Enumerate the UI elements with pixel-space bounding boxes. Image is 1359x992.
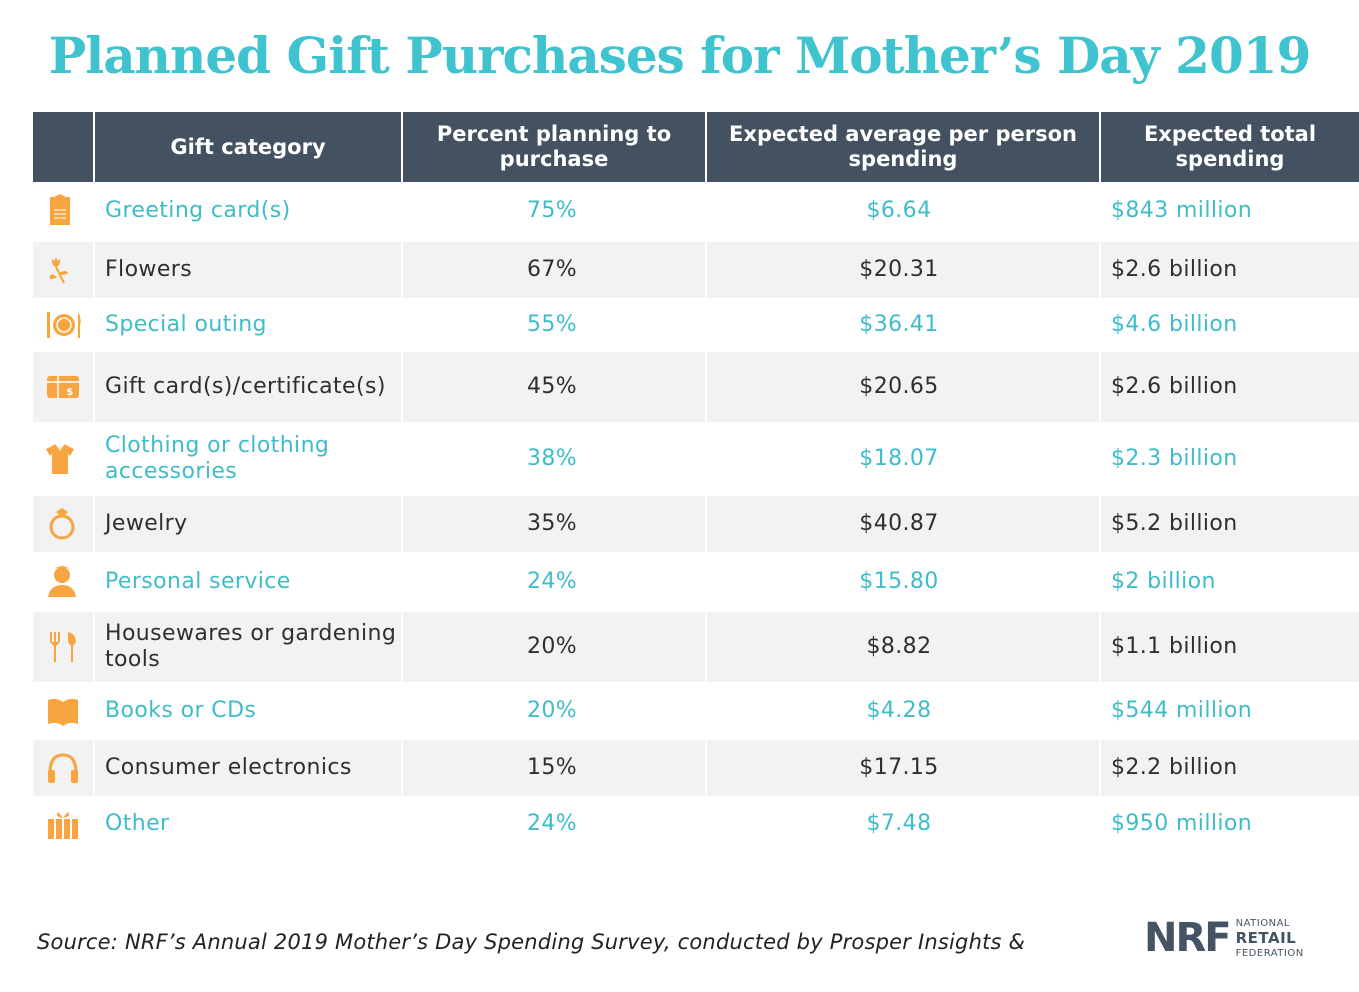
header-total: Expected total spending	[1099, 112, 1359, 182]
gift-table: Gift category Percent planning to purcha…	[33, 112, 1359, 850]
percent-cell: 38%	[401, 424, 705, 494]
total-spending-cell: $5.2 billion	[1099, 496, 1359, 552]
percent-cell: 55%	[401, 300, 705, 350]
table-row: Books or CDs 20% $4.28 $544 million	[33, 682, 1359, 738]
category-cell: Clothing or clothing accessories	[93, 424, 401, 494]
table-row: Clothing or clothing accessories 38% $18.0…	[33, 422, 1359, 494]
flowers-icon	[33, 242, 93, 298]
category-cell: Jewelry	[93, 496, 401, 552]
clothing-icon	[33, 424, 93, 494]
average-spending-cell: $6.64	[705, 182, 1099, 240]
category-cell: Gift card(s)/certificate(s)	[93, 352, 401, 422]
percent-cell: 67%	[401, 242, 705, 298]
total-spending-cell: $2 billion	[1099, 554, 1359, 610]
percent-cell: 24%	[401, 554, 705, 610]
logo-line-2: RETAIL	[1235, 928, 1297, 947]
average-spending-cell: $4.28	[705, 684, 1099, 738]
logo-text: NATIONAL RETAIL FEDERATION	[1236, 917, 1304, 960]
gift-card-icon: $	[33, 352, 93, 422]
category-cell: Books or CDs	[93, 684, 401, 738]
logo-mark: NRF	[1144, 915, 1232, 961]
greeting-card-icon	[33, 182, 93, 240]
table-row: Jewelry 35% $40.87 $5.2 billion	[33, 494, 1359, 552]
category-cell: Consumer electronics	[93, 740, 401, 796]
percent-cell: 20%	[401, 684, 705, 738]
table-row: $ Gift card(s)/certificate(s) 45% $20.65 $2.…	[33, 350, 1359, 422]
total-spending-cell: $1.1 billion	[1099, 612, 1359, 682]
table-body: Greeting card(s) 75% $6.64 $843 million Flow…	[33, 182, 1359, 850]
logo-line-3: FEDERATION	[1235, 947, 1304, 959]
average-spending-cell: $20.65	[705, 352, 1099, 422]
average-spending-cell: $17.15	[705, 740, 1099, 796]
category-cell: Personal service	[93, 554, 401, 610]
average-spending-cell: $15.80	[705, 554, 1099, 610]
total-spending-cell: $843 million	[1099, 182, 1359, 240]
percent-cell: 45%	[401, 352, 705, 422]
table-row: Other 24% $7.48 $950 million	[33, 796, 1359, 850]
source-note: Source: NRF’s Annual 2019 Mother’s Day S…	[37, 930, 1026, 954]
table-row: Flowers 67% $20.31 $2.6 billion	[33, 240, 1359, 298]
garden-tools-icon	[33, 612, 93, 682]
category-cell: Housewares or gardening tools	[93, 612, 401, 682]
average-spending-cell: $18.07	[705, 424, 1099, 494]
total-spending-cell: $4.6 billion	[1099, 300, 1359, 350]
header-icon-cell	[33, 112, 93, 182]
plate-fork-knife-icon	[33, 300, 93, 350]
percent-cell: 15%	[401, 740, 705, 796]
header-gift-category: Gift category	[93, 112, 401, 182]
category-cell: Flowers	[93, 242, 401, 298]
percent-cell: 20%	[401, 612, 705, 682]
total-spending-cell: $2.6 billion	[1099, 242, 1359, 298]
ring-icon	[33, 496, 93, 552]
table-header: Gift category Percent planning to purcha…	[33, 112, 1359, 182]
total-spending-cell: $2.6 billion	[1099, 352, 1359, 422]
total-spending-cell: $544 million	[1099, 684, 1359, 738]
header-average: Expected average per person spending	[705, 112, 1099, 182]
header-percent: Percent planning to purchase	[401, 112, 705, 182]
total-spending-cell: $950 million	[1099, 798, 1359, 850]
table-row: Consumer electronics 15% $17.15 $2.2 billio…	[33, 738, 1359, 796]
category-cell: Special outing	[93, 300, 401, 350]
total-spending-cell: $2.2 billion	[1099, 740, 1359, 796]
total-spending-cell: $2.3 billion	[1099, 424, 1359, 494]
average-spending-cell: $8.82	[705, 612, 1099, 682]
table-row: Special outing 55% $36.41 $4.6 billion	[33, 298, 1359, 350]
average-spending-cell: $7.48	[705, 798, 1099, 850]
average-spending-cell: $20.31	[705, 242, 1099, 298]
average-spending-cell: $36.41	[705, 300, 1099, 350]
percent-cell: 24%	[401, 798, 705, 850]
logo-line-1: NATIONAL	[1235, 917, 1290, 929]
nrf-logo: NRF NATIONAL RETAIL FEDERATION	[1144, 916, 1304, 960]
percent-cell: 75%	[401, 182, 705, 240]
person-service-icon	[33, 554, 93, 610]
table-row: Personal service 24% $15.80 $2 billion	[33, 552, 1359, 610]
table-row: Housewares or gardening tools 20% $8.82 $1.…	[33, 610, 1359, 682]
page-title: Planned Gift Purchases for Mother’s Day …	[48, 26, 1312, 85]
svg-text:$: $	[66, 387, 73, 398]
book-icon	[33, 684, 93, 738]
table-row: Greeting card(s) 75% $6.64 $843 million	[33, 182, 1359, 240]
average-spending-cell: $40.87	[705, 496, 1099, 552]
category-cell: Greeting card(s)	[93, 182, 401, 240]
gift-box-icon	[33, 798, 93, 850]
percent-cell: 35%	[401, 496, 705, 552]
headphones-icon	[33, 740, 93, 796]
category-cell: Other	[93, 798, 401, 850]
